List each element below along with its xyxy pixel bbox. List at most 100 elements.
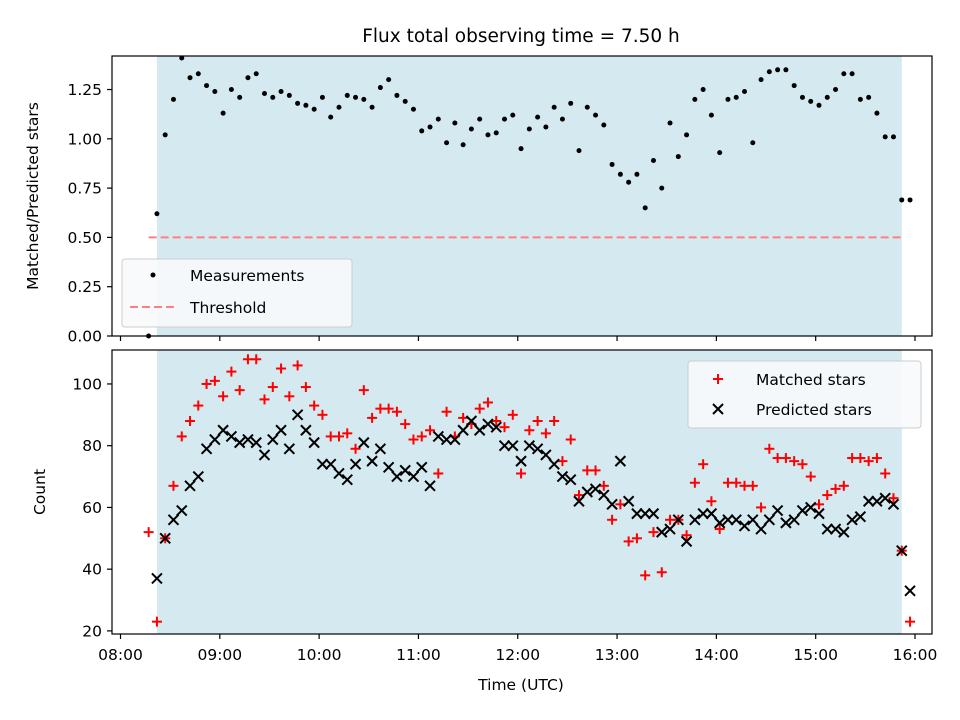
measurement-point xyxy=(419,128,425,134)
measurement-point xyxy=(361,96,367,102)
predicted-star-point xyxy=(267,433,279,446)
bottom-xtick-label: 11:00 xyxy=(396,646,441,664)
predicted-star-point xyxy=(647,507,660,520)
measurement-point xyxy=(195,71,201,77)
matched-star-point xyxy=(607,514,618,525)
legend-marker-matched xyxy=(713,374,723,384)
predicted-star-point xyxy=(167,514,180,526)
measurement-point xyxy=(377,85,383,91)
top-y-axis-label: Matched/Predicted stars xyxy=(24,102,42,290)
predicted-star-point xyxy=(763,514,776,526)
matched-star-point xyxy=(640,570,651,581)
matched-star-point xyxy=(598,480,609,491)
predicted-star-point xyxy=(730,514,742,526)
predicted-star-stroke2 xyxy=(738,520,751,532)
matched-star-point xyxy=(507,409,518,420)
measurement-point xyxy=(262,90,268,96)
matched-star-point xyxy=(400,419,411,430)
measurement-point xyxy=(353,94,359,100)
top-plot-panel: 0.00 0.25 0.50 0.75 1.00 1.25 Matched/Predict… xyxy=(24,55,933,346)
matched-star-point xyxy=(458,412,469,423)
predicted-star-point xyxy=(374,443,387,455)
predicted-star-point xyxy=(515,455,527,467)
predicted-star-point xyxy=(548,458,560,470)
predicted-star-stroke2 xyxy=(225,430,238,443)
measurement-point xyxy=(551,104,557,110)
x-axis-label: Time (UTC) xyxy=(477,676,564,694)
predicted-star-stroke2 xyxy=(233,436,246,449)
matched-star-point xyxy=(540,428,551,439)
predicted-star-point xyxy=(846,514,858,526)
measurement-point xyxy=(493,130,499,136)
measurement-point xyxy=(460,142,466,148)
predicted-star-stroke2 xyxy=(449,433,461,446)
predicted-star-stroke2 xyxy=(788,514,800,526)
measurement-point xyxy=(907,197,913,203)
predicted-star-stroke2 xyxy=(879,492,891,504)
legend-label-predicted: Predicted stars xyxy=(756,401,872,419)
measurement-point xyxy=(295,100,301,106)
measurement-point xyxy=(154,211,160,217)
predicted-star-point xyxy=(813,507,825,520)
predicted-star-point xyxy=(523,439,536,452)
matched-star-point xyxy=(615,499,626,510)
predicted-star-point xyxy=(325,458,337,470)
measurement-point xyxy=(477,116,483,122)
predicted-star-stroke2 xyxy=(854,510,867,523)
matched-star-point xyxy=(805,471,816,482)
measurement-point xyxy=(170,96,176,102)
predicted-star-stroke2 xyxy=(333,467,345,480)
matched-star-point xyxy=(292,360,303,371)
top-ytick-label: 0.00 xyxy=(67,328,102,346)
predicted-star-stroke2 xyxy=(531,443,544,455)
predicted-star-point xyxy=(639,507,651,520)
measurement-point xyxy=(452,120,458,126)
measurement-point xyxy=(535,114,541,120)
predicted-star-stroke2 xyxy=(250,436,262,449)
matched-star-point xyxy=(789,456,800,467)
matched-star-point xyxy=(176,431,187,442)
measurement-point xyxy=(650,158,656,164)
predicted-star-point xyxy=(788,514,800,526)
predicted-star-stroke2 xyxy=(846,514,858,526)
predicted-star-stroke2 xyxy=(490,421,502,433)
measurement-point xyxy=(890,134,896,140)
measurement-point xyxy=(270,94,276,100)
bottom-xtick-label: 13:00 xyxy=(595,646,640,664)
matched-star-point xyxy=(491,416,502,426)
matched-star-point xyxy=(681,530,692,541)
measurement-point xyxy=(866,94,872,100)
predicted-star-point xyxy=(680,535,693,548)
measurement-point xyxy=(775,67,781,73)
measurement-point xyxy=(286,92,292,98)
top-ytick-label: 0.50 xyxy=(67,229,102,247)
measurement-point xyxy=(758,77,764,83)
measurement-point xyxy=(162,132,168,138)
measurement-point xyxy=(212,88,218,94)
predicted-star-stroke2 xyxy=(316,458,329,470)
measurement-point xyxy=(328,114,334,120)
top-ytick-label: 1.00 xyxy=(67,130,102,148)
predicted-star-point xyxy=(159,532,171,545)
matched-star-point xyxy=(764,443,775,454)
predicted-star-point xyxy=(440,433,453,446)
measurement-point xyxy=(634,171,640,177)
measurement-point xyxy=(245,75,251,81)
predicted-star-point xyxy=(275,424,287,436)
measurement-point xyxy=(725,96,731,102)
measurement-point xyxy=(857,96,863,102)
measurement-point xyxy=(427,124,433,130)
measurement-point xyxy=(444,140,450,146)
matched-star-point xyxy=(797,459,808,470)
matched-star-point xyxy=(499,422,510,433)
predicted-star-point xyxy=(879,492,891,504)
predicted-star-point xyxy=(490,421,502,433)
bottom-xtick-label: 14:00 xyxy=(694,646,739,664)
predicted-star-point xyxy=(341,473,353,486)
measurement-point xyxy=(675,154,681,160)
predicted-star-stroke2 xyxy=(457,424,469,436)
matched-star-point xyxy=(425,425,436,436)
predicted-star-stroke2 xyxy=(763,514,776,526)
predicted-star-point xyxy=(722,514,734,526)
predicted-star-stroke2 xyxy=(283,443,296,455)
